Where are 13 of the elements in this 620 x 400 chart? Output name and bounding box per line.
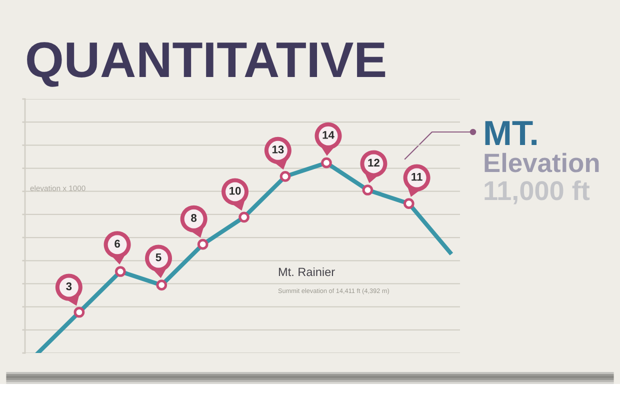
data-label: 5 — [156, 253, 162, 262]
data-label: 6 — [114, 240, 120, 248]
text: Elevation — [484, 152, 599, 172]
data-label: 13 — [272, 146, 284, 154]
data-label: 12 — [368, 158, 380, 167]
text: MT. — [485, 121, 537, 145]
annotation: Mt. Rainier — [278, 267, 335, 276]
chart-title: QUANTITATIVE — [27, 42, 386, 87]
data-label: 3 — [66, 282, 72, 290]
data-label: 8 — [191, 214, 197, 222]
data-label: 10 — [230, 186, 241, 195]
data-label: 11 — [412, 173, 422, 181]
data-label: 14 — [322, 131, 334, 139]
